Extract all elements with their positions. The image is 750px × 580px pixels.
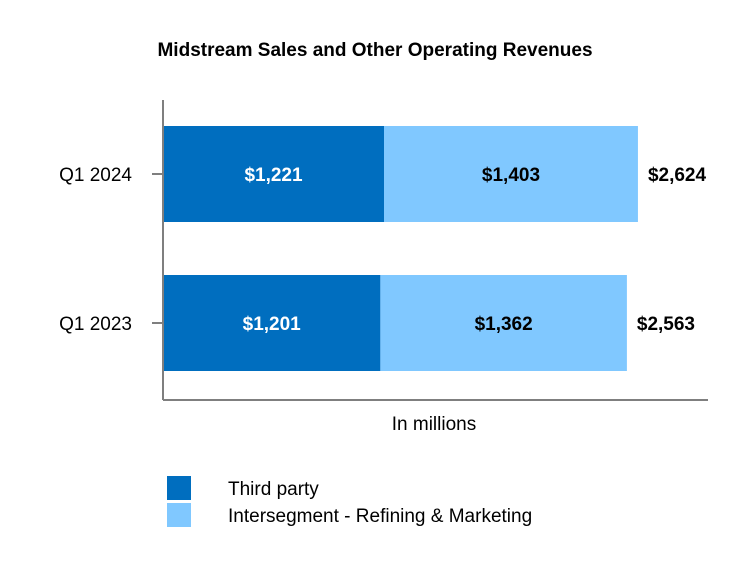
y-tick-label: Q1 2023 bbox=[59, 314, 132, 335]
bar-segment bbox=[384, 126, 638, 222]
legend-label: Intersegment - Refining & Marketing bbox=[228, 506, 532, 527]
total-label: $2,563 bbox=[637, 314, 695, 335]
total-label: $2,624 bbox=[648, 165, 707, 186]
bar-segment bbox=[380, 275, 627, 371]
x-axis-label: In millions bbox=[392, 414, 476, 435]
legend-label: Third party bbox=[228, 479, 319, 500]
legend-swatch bbox=[167, 476, 191, 500]
data-label: $1,403 bbox=[482, 165, 540, 186]
y-tick-label: Q1 2024 bbox=[59, 165, 132, 186]
bar-segment bbox=[163, 275, 381, 371]
chart-title: Midstream Sales and Other Operating Reve… bbox=[157, 40, 592, 61]
data-label: $1,362 bbox=[475, 314, 533, 335]
data-label: $1,221 bbox=[244, 165, 303, 186]
bar-segment bbox=[163, 126, 384, 222]
data-label: $1,201 bbox=[243, 314, 302, 335]
legend-swatch bbox=[167, 503, 191, 527]
